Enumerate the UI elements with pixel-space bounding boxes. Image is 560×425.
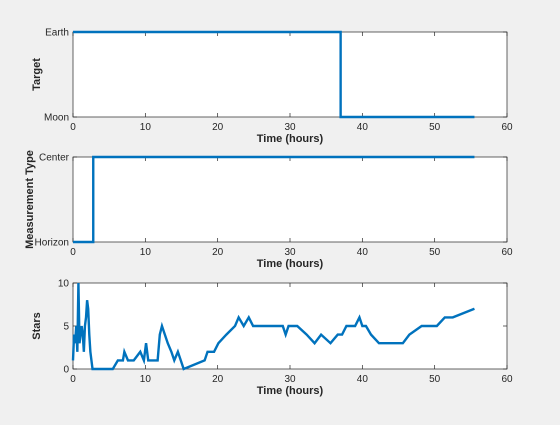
x-tick-label: 10: [140, 247, 152, 258]
x-tick-label: 50: [429, 122, 441, 133]
x-tick-label: 10: [140, 122, 152, 133]
x-tick-label: 20: [212, 374, 224, 385]
x-tick-label: 30: [284, 247, 296, 258]
x-tick-label: 60: [501, 374, 513, 385]
x-tick-label: 0: [70, 247, 76, 258]
y-tick-label: 10: [58, 279, 70, 290]
axes-stars: 0 10 20 30 40 50 60 0 5 10 Time (hours) Stars: [31, 279, 513, 398]
x-axis-label: Time (hours): [257, 133, 324, 145]
x-tick-label: 10: [140, 374, 152, 385]
x-tick-label: 50: [429, 374, 441, 385]
x-tick-label: 40: [357, 247, 369, 258]
y-tick-label: 0: [63, 365, 69, 376]
y-tick-label: 5: [63, 322, 69, 333]
y-tick-label: Center: [39, 153, 70, 164]
x-tick-label: 0: [70, 122, 76, 133]
axes-box-target: [72, 31, 508, 118]
x-axis-label: Time (hours): [257, 258, 324, 270]
series-line-measurement-type: [73, 155, 475, 244]
x-tick-label: 20: [212, 122, 224, 133]
x-tick-label: 40: [357, 122, 369, 133]
x-tick-label: 30: [284, 122, 296, 133]
y-tick-label: Moon: [44, 113, 69, 124]
axes-box-measurement-type: [72, 156, 508, 243]
x-tick-label: 50: [429, 247, 441, 258]
axes-measurement-type: 0 10 20 30 40 50 60 Horizon Center Time (hours) Me…: [24, 150, 513, 270]
x-tick-label: 30: [284, 374, 296, 385]
x-tick-label: 60: [501, 122, 513, 133]
y-tick-label: Horizon: [35, 238, 69, 249]
x-tick-label: 60: [501, 247, 513, 258]
x-axis-label: Time (hours): [257, 385, 324, 397]
x-tick-label: 20: [212, 247, 224, 258]
axes-target: 0 10 20 30 40 50 60 Moon Earth Time (hours) Target: [31, 28, 513, 146]
y-axis-label: Stars: [31, 312, 43, 340]
x-tick-label: 40: [357, 374, 369, 385]
y-tick-label: Earth: [45, 28, 69, 39]
y-axis-label: Measurement Type: [24, 150, 36, 249]
x-tick-label: 0: [70, 374, 76, 385]
series-line-target: [73, 30, 475, 119]
y-axis-label: Target: [31, 58, 43, 91]
series-line-stars: [71, 282, 475, 371]
